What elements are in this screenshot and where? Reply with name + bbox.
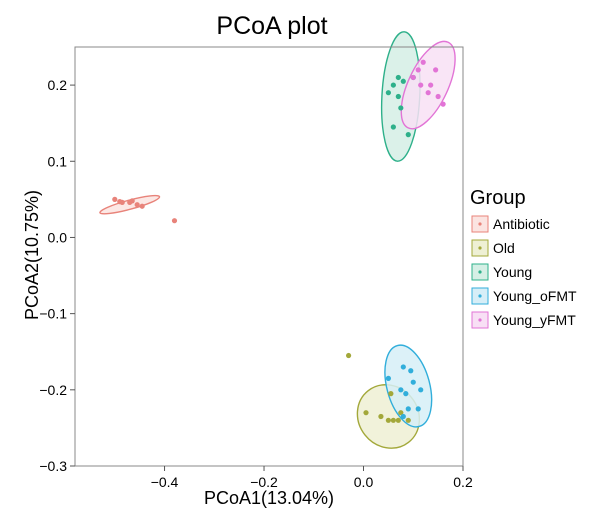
point-old xyxy=(378,413,384,420)
point-young-yfmt xyxy=(435,93,441,100)
point-young-yfmt xyxy=(440,101,446,107)
point-antibiotic xyxy=(171,218,178,224)
legend-title: Group xyxy=(470,187,526,209)
ellipse-layer xyxy=(99,31,456,449)
x-tick-label: −0.4 xyxy=(151,474,179,490)
point-old xyxy=(388,391,394,397)
y-tick-label: −0.3 xyxy=(39,458,67,474)
point-young-ofmt xyxy=(400,413,406,420)
point-old xyxy=(405,417,411,423)
point-old xyxy=(390,417,396,423)
legend-label: Young_oFMT xyxy=(493,288,577,304)
legend-key-dot xyxy=(478,246,482,250)
point-old xyxy=(398,410,404,416)
point-antibiotic xyxy=(119,199,125,206)
point-antibiotic xyxy=(134,202,140,208)
point-layer xyxy=(112,59,446,423)
y-tick-label: 0.1 xyxy=(48,153,68,169)
legend-label: Antibiotic xyxy=(493,216,550,232)
y-axis-label: PCoA2(10.75%) xyxy=(22,190,42,320)
x-axis: −0.4 −0.2 0.0 0.2 xyxy=(151,466,473,490)
chart-title: PCoA plot xyxy=(216,12,327,40)
point-young-ofmt xyxy=(398,387,404,393)
point-young-ofmt xyxy=(418,387,424,393)
point-young xyxy=(405,132,411,138)
point-young-yfmt xyxy=(410,74,416,81)
ellipse-young-ofmt xyxy=(384,344,433,428)
point-young-yfmt xyxy=(428,82,434,88)
y-tick-label: 0.2 xyxy=(48,77,68,93)
plot-area-frame xyxy=(74,46,464,467)
point-antibiotic xyxy=(129,198,135,204)
y-tick-label: −0.2 xyxy=(39,382,67,398)
point-young-ofmt xyxy=(410,379,416,385)
point-young-yfmt xyxy=(415,67,421,73)
point-young-yfmt xyxy=(433,67,439,73)
point-young-ofmt xyxy=(408,368,414,374)
point-old xyxy=(345,352,352,359)
legend-key-dot xyxy=(478,318,482,322)
point-young-ofmt xyxy=(405,406,411,412)
point-young-yfmt xyxy=(425,90,431,96)
point-young-yfmt xyxy=(418,82,424,88)
point-old xyxy=(395,417,401,423)
legend-key-dot xyxy=(478,294,482,298)
point-young xyxy=(398,105,404,111)
point-antibiotic xyxy=(112,196,118,202)
point-young xyxy=(395,74,401,81)
point-young xyxy=(390,124,396,130)
x-axis-label: PCoA1(13.04%) xyxy=(204,488,334,508)
point-young-ofmt xyxy=(415,406,421,412)
point-young-yfmt xyxy=(420,59,426,65)
legend: Group Antibiotic Old Young Young_oFMT Young_… xyxy=(470,187,577,329)
point-young-ofmt xyxy=(385,375,391,381)
y-axis: 0.2 0.1 0.0 −0.1 −0.2 −0.3 xyxy=(39,77,75,474)
y-tick-label: 0.0 xyxy=(48,229,68,245)
point-young-ofmt xyxy=(403,391,409,397)
point-young xyxy=(390,82,396,88)
legend-key-dot xyxy=(478,270,482,274)
point-old xyxy=(363,410,369,416)
legend-key-dot xyxy=(478,222,482,226)
point-young-ofmt xyxy=(400,364,406,370)
legend-label: Young xyxy=(493,264,532,280)
point-young xyxy=(395,93,401,100)
point-antibiotic xyxy=(139,203,145,209)
y-tick-label: −0.1 xyxy=(39,306,67,322)
legend-items: Antibiotic Old Young Young_oFMT Young_yFMT xyxy=(471,215,577,329)
x-tick-label: −0.2 xyxy=(250,474,278,490)
legend-label: Young_yFMT xyxy=(493,312,576,328)
legend-label: Old xyxy=(493,240,515,256)
point-young xyxy=(385,90,391,96)
point-young xyxy=(400,78,406,84)
point-old xyxy=(385,417,391,423)
x-tick-label: 0.2 xyxy=(453,474,473,490)
x-tick-label: 0.0 xyxy=(354,474,374,490)
